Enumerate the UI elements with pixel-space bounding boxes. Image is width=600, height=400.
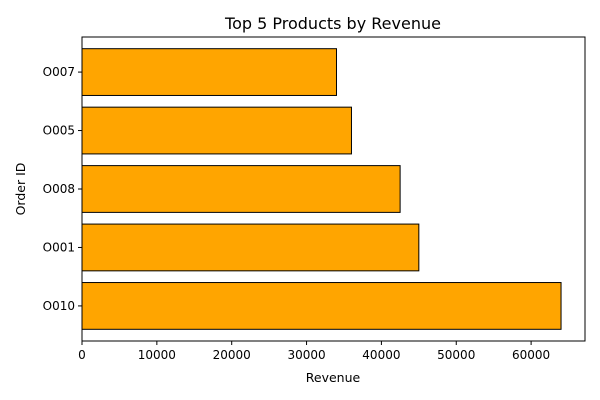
- y-axis-label: Order ID: [13, 163, 28, 216]
- x-tick-label: 50000: [437, 348, 475, 362]
- chart-title: Top 5 Products by Revenue: [224, 14, 441, 33]
- x-tick-label: 20000: [213, 348, 251, 362]
- bar-o005: [81, 106, 352, 155]
- bar-o008: [81, 165, 401, 213]
- x-tick-label: 60000: [512, 348, 550, 362]
- y-tick-label: O005: [43, 124, 75, 138]
- y-tick-label: O008: [43, 182, 75, 196]
- y-tick-label: O010: [43, 299, 75, 313]
- bar-o007: [81, 48, 337, 96]
- x-tick-label: 30000: [287, 348, 325, 362]
- x-ticks-group: 0 10000 20000 30000 40000 50000 60000: [78, 341, 550, 362]
- x-tick-label: 10000: [138, 348, 176, 362]
- bar-o010: [81, 282, 562, 330]
- bars-group: [81, 48, 562, 330]
- bar-o001: [81, 223, 420, 272]
- y-tick-label: O001: [43, 240, 75, 254]
- y-ticks-group: O010 O001 O008 O005 O007: [43, 65, 82, 313]
- y-tick-label: O007: [43, 65, 75, 79]
- x-axis-label: Revenue: [306, 370, 361, 385]
- x-tick-label: 0: [78, 348, 86, 362]
- x-tick-label: 40000: [362, 348, 400, 362]
- plot-frame: [81, 36, 586, 342]
